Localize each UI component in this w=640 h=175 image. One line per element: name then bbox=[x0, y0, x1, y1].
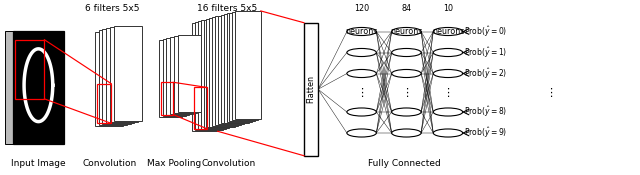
Bar bbox=[218, 16, 243, 124]
Bar bbox=[163, 39, 186, 116]
Bar bbox=[15, 40, 44, 99]
Bar bbox=[170, 37, 193, 114]
Circle shape bbox=[347, 27, 376, 36]
Bar bbox=[161, 82, 173, 115]
Circle shape bbox=[433, 69, 463, 78]
Bar bbox=[212, 17, 238, 126]
Circle shape bbox=[347, 108, 376, 116]
Circle shape bbox=[392, 69, 421, 78]
Text: 10: 10 bbox=[443, 4, 453, 13]
Bar bbox=[102, 29, 131, 124]
Bar bbox=[224, 14, 249, 122]
Text: Prob($\hat{y} = 2$): Prob($\hat{y} = 2$) bbox=[464, 66, 508, 81]
Circle shape bbox=[347, 69, 376, 78]
Circle shape bbox=[392, 27, 421, 36]
Bar bbox=[9, 31, 60, 144]
Text: ⋮: ⋮ bbox=[401, 88, 412, 98]
Text: Convolution: Convolution bbox=[83, 159, 137, 168]
Bar bbox=[13, 31, 64, 144]
Text: 6 filters 5x5: 6 filters 5x5 bbox=[84, 4, 140, 13]
Text: 120: 120 bbox=[354, 4, 369, 13]
Text: Prob($\hat{y} = 0$): Prob($\hat{y} = 0$) bbox=[464, 24, 508, 39]
Circle shape bbox=[433, 48, 463, 57]
Text: 84: 84 bbox=[401, 4, 412, 13]
Bar bbox=[215, 16, 241, 125]
Text: ⋮: ⋮ bbox=[442, 88, 454, 98]
Bar bbox=[106, 28, 134, 123]
Text: neurons: neurons bbox=[346, 27, 378, 36]
Text: Convolution: Convolution bbox=[202, 159, 256, 168]
Bar bbox=[304, 23, 318, 156]
Bar bbox=[5, 31, 56, 144]
Bar bbox=[236, 11, 261, 119]
Bar bbox=[114, 26, 142, 121]
Text: ⋮: ⋮ bbox=[356, 88, 367, 98]
Circle shape bbox=[433, 27, 463, 36]
Bar bbox=[110, 27, 138, 122]
Bar bbox=[204, 20, 229, 128]
Bar bbox=[166, 38, 189, 115]
Text: Max Pooling: Max Pooling bbox=[147, 159, 201, 168]
Circle shape bbox=[392, 48, 421, 57]
Circle shape bbox=[347, 129, 376, 137]
Circle shape bbox=[433, 108, 463, 116]
Bar bbox=[97, 84, 111, 123]
Text: Prob($\hat{y} = 9$): Prob($\hat{y} = 9$) bbox=[464, 126, 508, 140]
Bar bbox=[206, 19, 232, 127]
Bar bbox=[232, 12, 258, 120]
Bar bbox=[198, 21, 223, 130]
Text: Prob($\hat{y} = 1$): Prob($\hat{y} = 1$) bbox=[464, 45, 508, 60]
Bar bbox=[95, 32, 123, 126]
Bar bbox=[221, 15, 246, 123]
Text: Fully Connected: Fully Connected bbox=[368, 159, 441, 168]
Text: neurons: neurons bbox=[432, 27, 464, 36]
Text: Flatten: Flatten bbox=[307, 75, 316, 103]
Bar bbox=[159, 40, 182, 117]
Bar bbox=[178, 35, 201, 112]
Text: Input Image: Input Image bbox=[11, 159, 66, 168]
Bar bbox=[194, 87, 207, 129]
Text: neurons: neurons bbox=[390, 27, 422, 36]
Bar bbox=[195, 22, 220, 131]
Bar bbox=[230, 12, 255, 121]
Bar bbox=[192, 23, 218, 131]
Bar bbox=[201, 20, 227, 129]
Circle shape bbox=[347, 48, 376, 57]
Bar bbox=[99, 30, 127, 125]
Text: Prob($\hat{y} = 8$): Prob($\hat{y} = 8$) bbox=[464, 105, 508, 119]
Bar bbox=[174, 36, 197, 113]
Text: ⋮: ⋮ bbox=[545, 88, 556, 98]
Bar bbox=[227, 13, 252, 122]
Text: 16 filters 5x5: 16 filters 5x5 bbox=[197, 4, 257, 13]
Circle shape bbox=[433, 129, 463, 137]
Circle shape bbox=[392, 129, 421, 137]
Circle shape bbox=[392, 108, 421, 116]
Bar bbox=[209, 18, 235, 127]
